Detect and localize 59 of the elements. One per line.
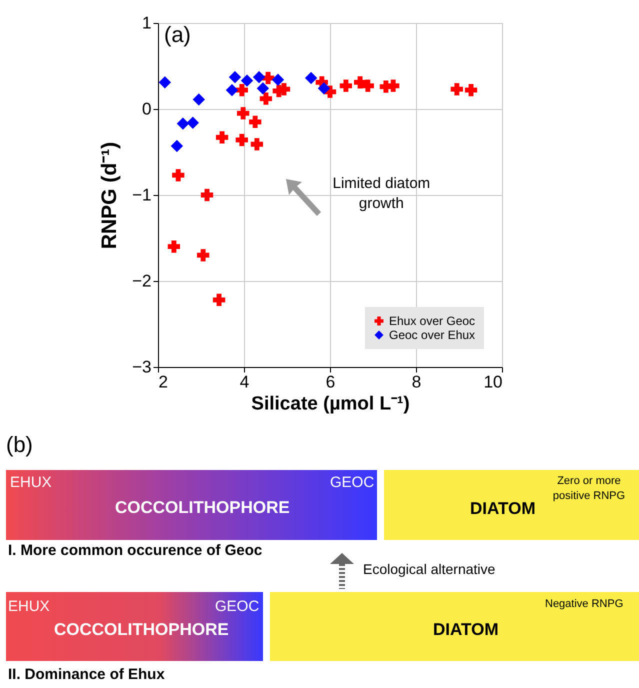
point — [200, 188, 214, 202]
point — [260, 92, 272, 105]
point — [387, 80, 400, 92]
text: DIATOM — [470, 499, 536, 519]
x-tick-label: 8 — [412, 372, 422, 392]
text: GEOC — [330, 474, 374, 491]
point — [362, 80, 374, 92]
point — [318, 82, 330, 94]
text: GEOC — [215, 598, 260, 615]
text: EHUX — [8, 598, 50, 615]
x-tick-label: 6 — [326, 372, 336, 392]
annotation: (a) — [164, 22, 191, 47]
point — [256, 82, 270, 94]
point — [228, 71, 242, 84]
x-tick-label: 10 — [484, 372, 502, 392]
point — [249, 116, 262, 128]
text: DIATOM — [433, 620, 498, 640]
point — [240, 74, 254, 87]
point — [186, 116, 199, 129]
point — [450, 83, 463, 96]
point — [237, 107, 250, 120]
text: II. Dominance of Ehux — [8, 666, 165, 683]
point — [236, 134, 248, 146]
point — [250, 138, 264, 150]
annotation: Limited diatom growth — [332, 174, 432, 214]
point — [170, 140, 184, 152]
point — [192, 93, 205, 106]
text: COCCOLITHOPHORE — [115, 498, 290, 518]
y-tick-label: −2 — [132, 272, 152, 290]
point — [304, 72, 318, 84]
point — [464, 84, 478, 96]
point — [226, 84, 238, 96]
legend-label: Ehux over Geoc — [389, 314, 476, 328]
text: EHUX — [10, 474, 52, 491]
x-tick-label: 4 — [240, 372, 250, 392]
point — [168, 240, 180, 253]
text: Negative RNPG — [545, 598, 624, 610]
x-tick-label: 2 — [158, 372, 168, 392]
point — [252, 71, 266, 84]
point — [158, 76, 172, 88]
y-tick-label: 1 — [142, 14, 152, 32]
point — [236, 84, 248, 96]
point — [216, 131, 228, 144]
y-tick-label: 0 — [142, 100, 152, 118]
point — [172, 169, 184, 182]
point — [212, 294, 226, 306]
point — [340, 80, 352, 92]
y-tick-label: −1 — [132, 186, 152, 204]
point — [272, 74, 284, 86]
point — [197, 249, 210, 262]
text: Zero or more positive RNPG — [552, 474, 626, 504]
point — [176, 117, 190, 130]
text: Ecological alternative — [363, 561, 496, 577]
text: (b) — [6, 432, 33, 458]
y-axis-title: RNPG (d⁻¹) — [98, 142, 122, 250]
text: I. More common occurence of Geoc — [8, 542, 262, 559]
y-tick-label: −3 — [132, 358, 152, 376]
x-axis-title: Silicate (µmol L⁻¹) — [251, 394, 410, 414]
legend-label: Geoc over Ehux — [389, 328, 476, 342]
